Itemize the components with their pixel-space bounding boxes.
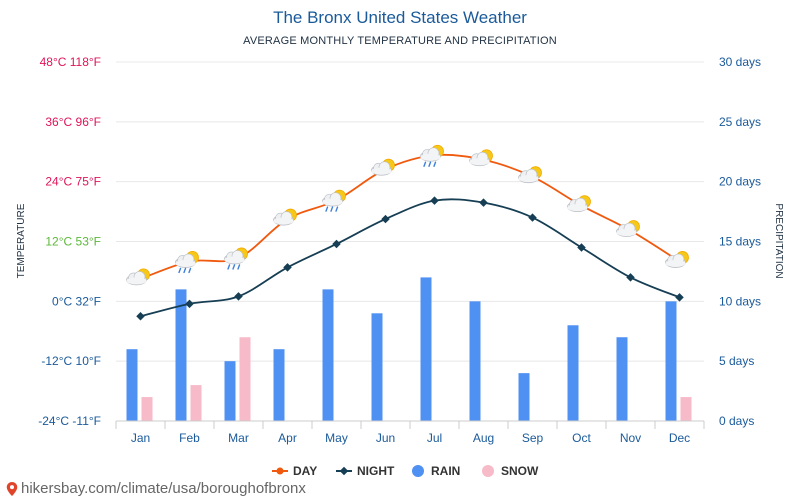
x-tick-label: Apr [278,431,297,445]
legend-item-snow[interactable]: SNOW [482,464,539,478]
grid-layer [116,61,704,422]
rain-bar [616,337,628,421]
sun-rain-icon [420,144,444,167]
legend-item-night[interactable]: NIGHT [336,464,395,478]
rain-bar [567,325,579,421]
rain-bar [518,373,530,421]
night-series-line [140,198,680,318]
right-tick-label: 20 days [719,175,761,189]
rain-bar [469,301,481,421]
x-tick-label: Dec [669,431,690,445]
weather-icons-layer [126,144,689,286]
rain-bar [371,313,383,421]
x-tick-label: Nov [620,431,641,445]
night-point [283,263,292,272]
left-tick-label: 24°C 75°F [45,175,101,189]
x-tick-label: Oct [572,431,591,445]
left-tick-label: 0°C 32°F [52,294,101,308]
night-point [479,198,488,207]
legend-label: NIGHT [357,464,395,478]
legend-label: RAIN [431,464,460,478]
source-link[interactable]: hikersbay.com/climate/usa/boroughofbronx [6,480,306,497]
lines-layer [136,152,684,321]
right-tick-label: 10 days [719,294,761,308]
night-point [332,239,341,249]
x-tick-label: Jun [376,431,395,445]
right-axis-title: PRECIPITATION [773,203,784,278]
legend: DAY NIGHT RAIN SNOW [272,464,539,478]
night-point [577,243,586,252]
sun-rain-icon [175,251,199,274]
chart-subtitle: AVERAGE MONTHLY TEMPERATURE AND PRECIPIT… [243,35,557,47]
sun-rain-icon [224,247,248,270]
x-tick-label: Mar [228,431,249,445]
rain-bar [126,349,138,421]
snow-bar [190,385,202,421]
rain-bar [224,361,236,421]
partly-sunny-icon [371,158,395,176]
right-tick-label: 15 days [719,235,761,249]
left-tick-label: 36°C 96°F [45,115,101,129]
legend-item-day[interactable]: DAY [272,464,317,478]
night-point [234,292,243,301]
rain-bar [273,349,285,421]
night-point [626,273,635,282]
x-tick-label: Jan [131,431,150,445]
rain-bar [665,301,677,421]
sun-rain-icon [322,189,346,212]
rain-bar [175,289,187,421]
night-point [381,214,390,224]
rain-bar [322,289,334,421]
legend-label: SNOW [501,464,539,478]
partly-sunny-icon [518,166,542,184]
partly-sunny-icon [616,220,640,237]
location-pin-icon [6,481,18,496]
night-point [675,293,684,302]
left-tick-label: 48°C 118°F [40,55,101,69]
snow-bar [680,397,692,421]
right-tick-label: 0 days [719,414,754,428]
snow-bar [239,337,251,421]
left-axis-title: TEMPERATURE [16,203,27,278]
partly-sunny-icon [126,268,150,286]
left-tick-label: -24°C -11°F [38,414,101,428]
snow-bar [141,397,153,421]
legend-label: DAY [293,464,317,478]
x-tick-label: Feb [179,431,200,445]
partly-sunny-icon [273,208,297,226]
bars-layer [126,277,692,421]
partly-sunny-icon [665,251,689,268]
day-series-line [140,153,680,280]
legend-item-rain[interactable]: RAIN [412,464,460,478]
right-tick-label: 30 days [719,55,761,69]
left-tick-label: -12°C 10°F [41,354,101,368]
x-tick-label: Sep [522,431,544,445]
night-point [185,299,194,309]
x-tick-label: Jul [427,431,442,445]
axes-layer: 48°C 118°F 36°C 96°F 24°C 75°F 12°C 53°F 0°C… [16,55,784,445]
source-url: hikersbay.com/climate/usa/boroughofbronx [21,480,306,497]
x-tick-label: Aug [473,431,494,445]
partly-sunny-icon [469,149,493,167]
right-tick-label: 5 days [719,354,754,368]
left-tick-label: 12°C 53°F [45,235,101,249]
rain-bar [420,277,432,421]
night-point [528,213,537,222]
night-point [430,196,439,205]
x-tick-label: May [325,431,348,445]
chart-title: The Bronx United States Weather [273,8,527,27]
right-tick-label: 25 days [719,115,761,129]
night-point [136,312,145,321]
partly-sunny-icon [567,195,591,213]
